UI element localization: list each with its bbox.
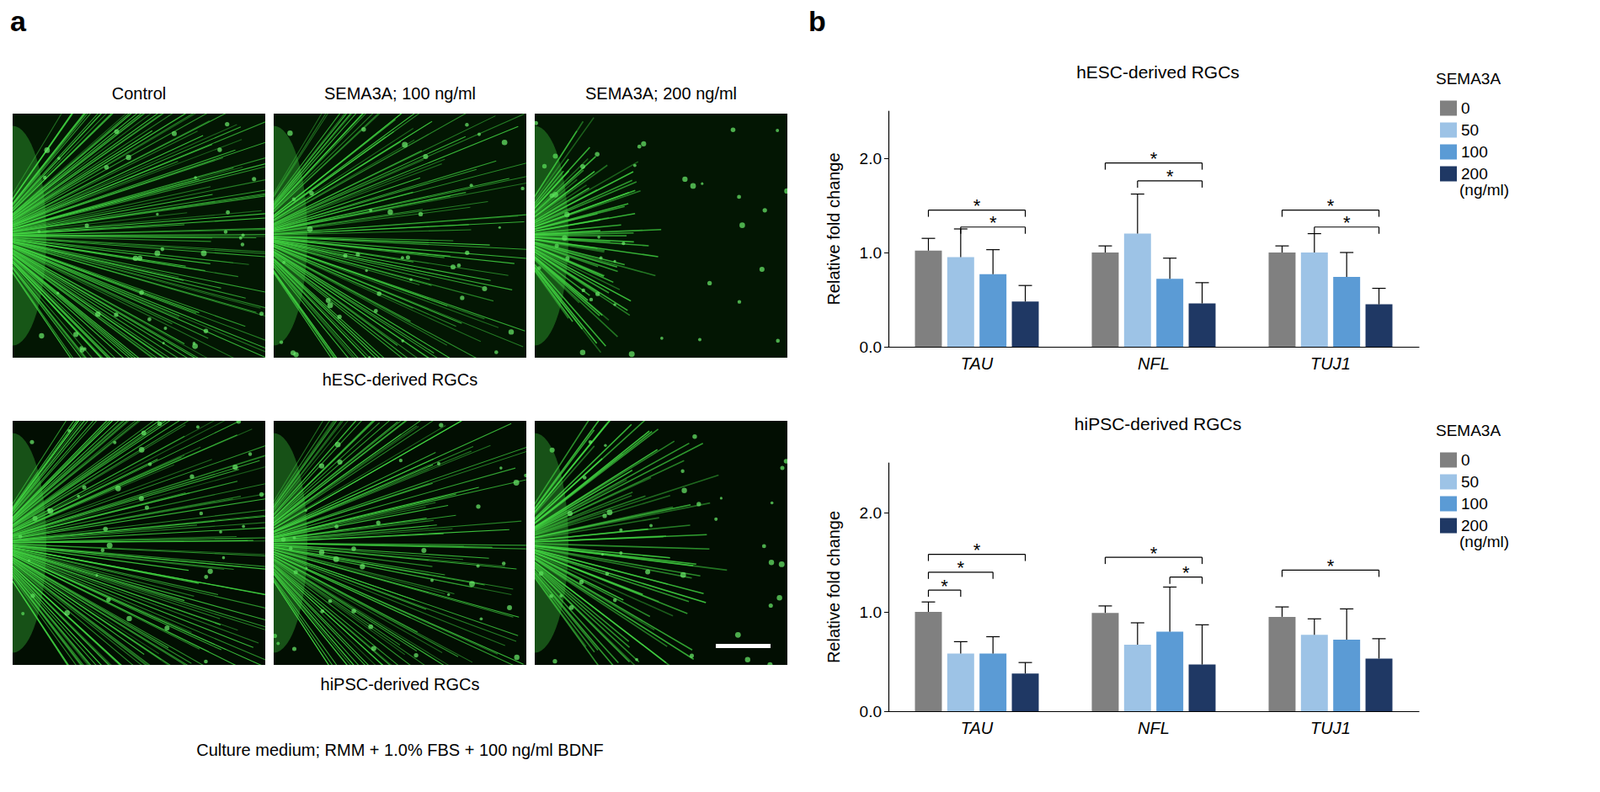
svg-text:*: *	[1182, 562, 1190, 584]
svg-text:*: *	[1327, 555, 1335, 577]
svg-text:0.0: 0.0	[859, 338, 882, 357]
html-text:b: b	[808, 5, 826, 38]
svg-text:NFL: NFL	[1137, 354, 1170, 374]
svg-text:*: *	[973, 539, 982, 561]
svg-text:1.0: 1.0	[859, 244, 882, 262]
svg-text:*: *	[1343, 212, 1351, 234]
svg-text:hiPSC-derived RGCs: hiPSC-derived RGCs	[1074, 414, 1242, 434]
svg-text:50: 50	[1461, 121, 1479, 139]
svg-text:TUJ1: TUJ1	[1310, 354, 1351, 374]
svg-text:Relative fold change: Relative fold change	[824, 511, 843, 664]
svg-text:100: 100	[1461, 495, 1488, 513]
svg-text:(ng/ml): (ng/ml)	[1459, 181, 1510, 199]
svg-text:NFL: NFL	[1137, 719, 1170, 738]
svg-text:*: *	[1166, 165, 1174, 187]
html-text:SEMA3A; 200 ng/ml: SEMA3A; 200 ng/ml	[585, 84, 737, 103]
svg-text:TAU: TAU	[960, 354, 994, 374]
svg-text:0.0: 0.0	[859, 703, 882, 721]
svg-text:*: *	[1150, 543, 1158, 565]
svg-text:TAU: TAU	[960, 719, 994, 738]
svg-text:*: *	[973, 195, 982, 217]
svg-text:2.0: 2.0	[859, 504, 882, 523]
svg-text:200: 200	[1461, 165, 1488, 183]
svg-text:TUJ1: TUJ1	[1310, 719, 1351, 738]
svg-text:(ng/ml): (ng/ml)	[1459, 533, 1510, 551]
svg-text:2.0: 2.0	[859, 149, 882, 168]
html-text:a: a	[10, 5, 27, 38]
svg-text:*: *	[1327, 195, 1335, 217]
html-text:Control: Control	[111, 84, 167, 103]
svg-text:0: 0	[1461, 451, 1471, 470]
svg-text:*: *	[940, 576, 949, 598]
svg-text:SEMA3A: SEMA3A	[1435, 69, 1501, 88]
html-text:hiPSC-derived RGCs: hiPSC-derived RGCs	[320, 675, 480, 694]
html-text:SEMA3A; 100 ng/ml: SEMA3A; 100 ng/ml	[324, 84, 476, 103]
svg-text:*: *	[989, 212, 998, 234]
svg-text:SEMA3A: SEMA3A	[1435, 421, 1501, 440]
svg-text:100: 100	[1461, 143, 1488, 161]
svg-text:Relative fold change: Relative fold change	[824, 152, 843, 305]
svg-text:1.0: 1.0	[859, 603, 882, 622]
svg-text:*: *	[957, 557, 966, 579]
html-text:hESC-derived RGCs: hESC-derived RGCs	[322, 370, 478, 390]
svg-text:*: *	[1150, 148, 1158, 170]
svg-text:50: 50	[1461, 473, 1479, 491]
svg-text:hESC-derived RGCs: hESC-derived RGCs	[1076, 62, 1240, 82]
html-text:Culture medium; RMM + 1.0% FBS: Culture medium; RMM + 1.0% FBS + 100 ng/…	[196, 741, 604, 760]
svg-text:0: 0	[1461, 99, 1471, 118]
svg-text:200: 200	[1461, 517, 1488, 535]
